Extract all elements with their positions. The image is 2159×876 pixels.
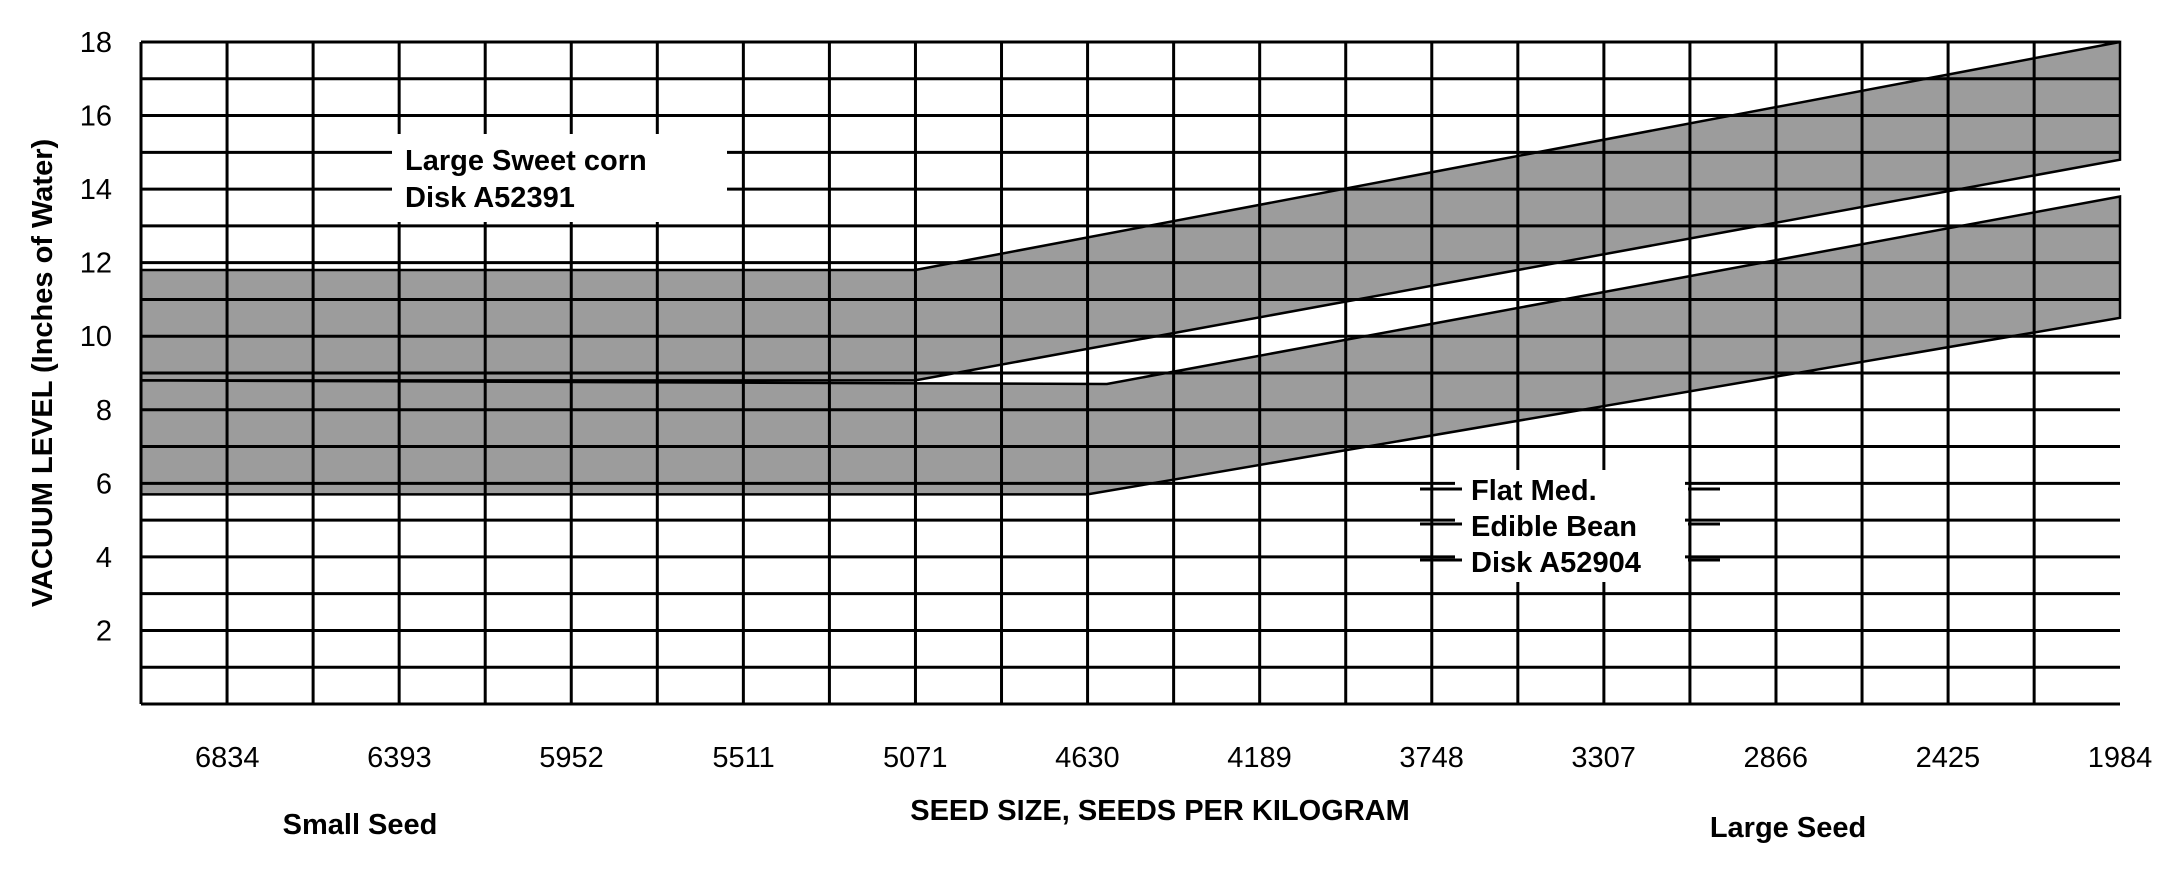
y-axis-title: VACUUM LEVEL (Inches of Water): [27, 139, 59, 607]
x-tick-label: 4189: [1227, 742, 1292, 774]
corn-label-box: [392, 134, 727, 222]
x-tick-label: 6834: [195, 742, 260, 774]
x-tick-label: 3748: [1399, 742, 1464, 774]
x-tick-label: 5071: [883, 742, 948, 774]
y-tick-label: 14: [80, 174, 112, 206]
y-tick-label: 18: [80, 27, 112, 59]
bands: [139, 40, 2122, 496]
y-tick-label: 12: [80, 248, 112, 280]
x-tick-label: 3307: [1571, 742, 1636, 774]
y-tick-label: 2: [96, 615, 112, 647]
corn-label-line-2: Disk A52391: [405, 182, 575, 214]
x-axis-left-label: Small Seed: [283, 809, 438, 841]
x-axis-right-label: Large Seed: [1710, 812, 1866, 844]
bean-label-line-2: Edible Bean: [1471, 511, 1637, 543]
x-axis-title: SEED SIZE, SEEDS PER KILOGRAM: [910, 795, 1410, 827]
y-tick-label: 4: [96, 542, 112, 574]
y-tick-label: 10: [80, 321, 112, 353]
x-tick-label: 2866: [1744, 742, 1809, 774]
grid: [139, 40, 2120, 706]
x-tick-label: 5952: [539, 742, 604, 774]
y-tick-label: 8: [96, 395, 112, 427]
bean-label-box: [1455, 470, 1685, 582]
x-tick-labels: 6834 6393 5952 5511 5071 4630 4189 3748 3307 2866…: [195, 742, 2152, 774]
x-tick-label: 4630: [1055, 742, 1120, 774]
x-tick-label: 1984: [2088, 742, 2153, 774]
x-tick-label: 6393: [367, 742, 432, 774]
y-tick-labels: 2 4 6 8 10 12 14 16 18: [80, 27, 112, 647]
x-tick-label: 2425: [1916, 742, 1981, 774]
bean-label-line-1: Flat Med.: [1471, 475, 1597, 507]
corn-label-line-1: Large Sweet corn: [405, 145, 647, 177]
y-tick-label: 16: [80, 101, 112, 133]
y-tick-label: 6: [96, 468, 112, 500]
bean-label-line-3: Disk A52904: [1471, 547, 1641, 579]
series-labels: Large Sweet corn Disk A52391 Flat Med. E…: [392, 134, 1720, 582]
x-tick-label: 5511: [712, 742, 774, 774]
